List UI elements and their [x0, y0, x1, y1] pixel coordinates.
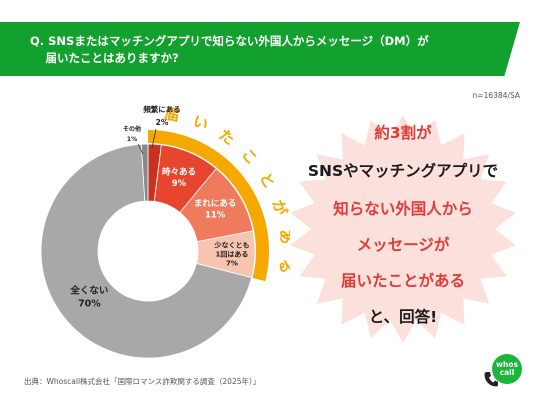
- label-val-never: 70%: [78, 299, 101, 310]
- svg-text:い: い: [190, 112, 211, 134]
- callout-line-3: 知らない外国人から: [333, 200, 473, 218]
- group-ring: [148, 130, 269, 282]
- label-cat-sometimes: 時々ある: [162, 166, 196, 177]
- question-title: Q. SNSまたはマッチングアプリで知らない外国人からメッセージ（DM）が 届い…: [30, 34, 429, 65]
- slice-other: [140, 143, 149, 202]
- callout-line-4: メッセージが: [356, 236, 450, 254]
- svg-text:た: た: [216, 125, 239, 148]
- callout-line-5: 届いたことがある: [340, 272, 465, 290]
- label-cat-frequently: 頻繁にある: [143, 104, 181, 114]
- svg-text:こ: こ: [238, 145, 261, 168]
- leader-other: [137, 143, 144, 155]
- label-cat-rarely: まれにある: [194, 199, 237, 209]
- label-val-frequently: 2%: [156, 118, 169, 127]
- label-cat-never: 全くない: [69, 285, 108, 297]
- label-val-other: 1%: [127, 136, 137, 143]
- source-note: 出典：Whoscall株式会社「国際ロマンス詐欺関する調査（2025年）」: [24, 377, 261, 386]
- label-val-rarely: 11%: [205, 211, 226, 221]
- callout-burst-shape: [290, 115, 516, 343]
- callout-line-2: SNSやマッチングアプリで: [307, 162, 499, 180]
- donut-chart: 届いたことがある頻繁にある2%時々ある9%まれにある11%少なくとも1回はある7…: [40, 104, 290, 359]
- svg-text:あ: あ: [276, 228, 290, 245]
- svg-text:る: る: [276, 258, 290, 275]
- svg-text:が: が: [269, 198, 290, 219]
- svg-text:と: と: [256, 169, 279, 191]
- label-cat-at-least-once: 少なくとも: [213, 240, 249, 249]
- callout-line-1: 約3割が: [374, 124, 432, 142]
- leader-frequently: [151, 128, 157, 149]
- label-cat-at-least-once-2: 1回はある: [216, 249, 249, 258]
- whoscall-logo: whos call: [492, 354, 522, 384]
- label-val-sometimes: 9%: [172, 179, 187, 189]
- sample-size-note: n=16384/SA: [472, 91, 520, 100]
- callout-burst: [290, 115, 516, 343]
- callout-text: 約3割が SNSやマッチングアプリで 知らない外国人から メッセージが 届いたこ…: [289, 111, 517, 347]
- header-band: [0, 22, 520, 76]
- phone-icon: [484, 372, 498, 387]
- callout-line-6: と、回答!: [368, 308, 438, 326]
- label-val-at-least-once: 7%: [226, 259, 238, 267]
- slice-never: [40, 143, 253, 359]
- svg-text:届: 届: [163, 104, 181, 124]
- label-cat-other: その他: [123, 125, 141, 133]
